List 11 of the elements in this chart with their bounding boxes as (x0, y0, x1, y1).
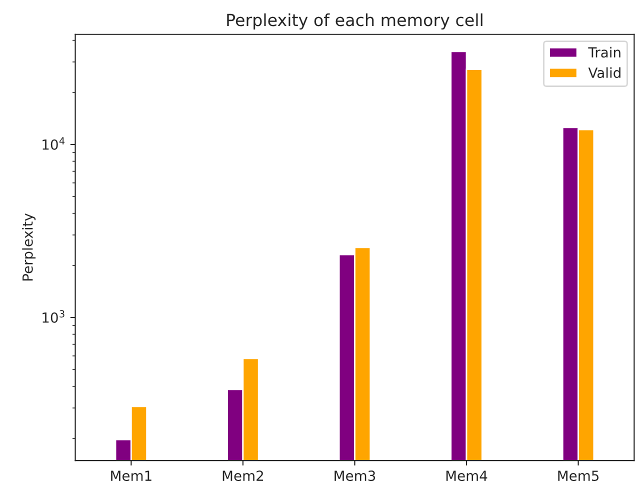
x-tick-label: Mem5 (558, 470, 599, 482)
x-tick-label: Mem2 (222, 470, 264, 482)
legend-label: Valid (588, 67, 620, 78)
x-tick-label: Mem1 (111, 470, 152, 482)
x-tick-label: Mem4 (446, 470, 488, 482)
legend-label: Train (588, 46, 620, 58)
y-tick-label: 10$^{4}$ (42, 137, 65, 150)
y-axis-title: Perplexity (22, 213, 36, 281)
y-tick-label: 10$^{3}$ (42, 310, 64, 323)
chart-title: Perplexity of each memory cell (227, 13, 482, 30)
x-tick-label: Mem3 (334, 470, 376, 482)
